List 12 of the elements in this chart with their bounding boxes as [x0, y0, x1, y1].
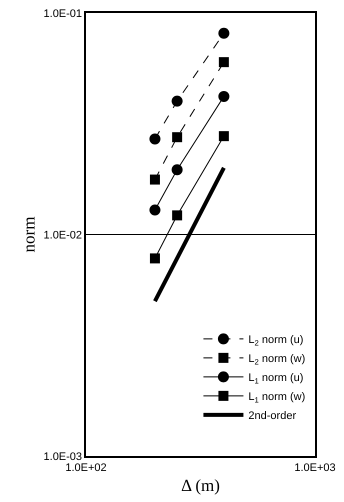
legend-label: L$_{1}$ norm (w) [248, 391, 306, 405]
legend-label: L$_{2}$ norm (u) [248, 334, 304, 348]
y-tick-label: 1.0E-02 [44, 229, 82, 242]
y-tick-label: 1.0E-01 [44, 8, 82, 20]
x-tick-label: 1.0E+03 [294, 462, 336, 474]
legend-label: L$_{1}$ norm (u) [248, 372, 304, 386]
y-tick-label: 1.0E-03 [44, 450, 82, 463]
x-axis-title: Δ (m) [181, 476, 220, 495]
legend-label: L$_{2}$ norm (w) [248, 353, 306, 367]
legend-label: 2nd-order [248, 410, 296, 422]
y-axis-title: norm [20, 216, 39, 252]
x-tick-label: 1.0E+02 [65, 462, 107, 474]
